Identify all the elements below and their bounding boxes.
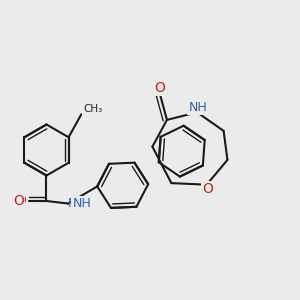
Text: CH₃: CH₃ — [83, 104, 102, 114]
Text: NH: NH — [68, 197, 87, 210]
Text: NH: NH — [189, 100, 208, 113]
Text: O: O — [154, 81, 164, 94]
Text: NH: NH — [188, 101, 207, 114]
Text: O: O — [203, 184, 213, 196]
Text: O: O — [202, 182, 213, 197]
Text: O: O — [154, 81, 165, 95]
Text: O: O — [16, 194, 26, 208]
Text: CH₃: CH₃ — [84, 104, 103, 114]
Text: NH: NH — [72, 197, 91, 210]
Text: O: O — [13, 194, 24, 208]
